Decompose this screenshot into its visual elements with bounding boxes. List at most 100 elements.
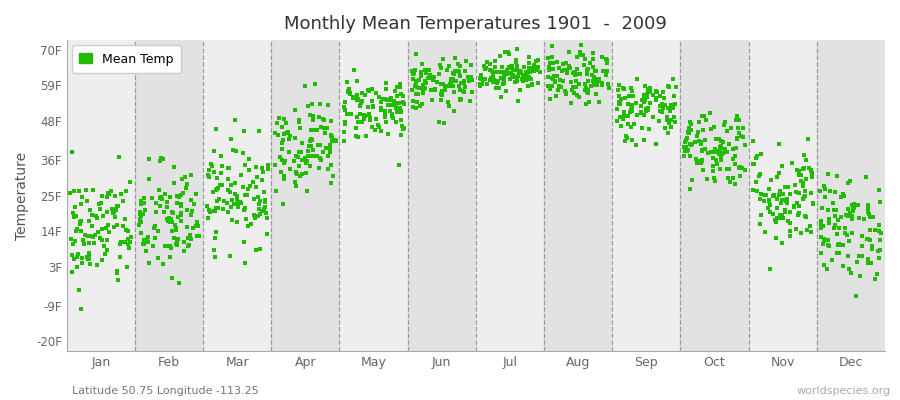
Point	[577, 62, 591, 68]
Point	[246, 179, 260, 186]
Point	[680, 146, 695, 153]
Point	[580, 89, 594, 96]
Point	[724, 124, 739, 131]
Point	[65, 148, 79, 155]
Point	[210, 175, 224, 182]
Point	[560, 70, 574, 76]
Point	[76, 241, 91, 248]
Point	[359, 132, 374, 139]
Point	[381, 102, 395, 109]
Point	[525, 82, 539, 88]
Point	[828, 188, 842, 195]
Point	[510, 97, 525, 104]
Point	[304, 136, 319, 142]
Point	[382, 108, 397, 114]
Point	[590, 82, 605, 88]
Point	[509, 75, 524, 81]
Point	[438, 87, 453, 93]
Point	[640, 87, 654, 94]
Point	[805, 169, 819, 176]
Point	[301, 148, 315, 154]
Point	[181, 235, 195, 241]
Point	[574, 42, 589, 48]
Point	[791, 212, 806, 218]
Point	[701, 150, 716, 156]
Point	[733, 173, 747, 180]
Point	[174, 201, 188, 208]
Point	[230, 196, 245, 202]
Point	[562, 49, 576, 56]
Point	[176, 238, 191, 245]
Point	[868, 227, 882, 233]
Point	[261, 166, 275, 172]
Point	[364, 98, 379, 104]
Point	[372, 124, 386, 130]
Point	[666, 76, 680, 82]
Point	[688, 155, 703, 162]
Point	[323, 145, 338, 151]
Point	[505, 72, 519, 78]
Point	[840, 231, 854, 238]
Point	[759, 192, 773, 199]
Point	[132, 211, 147, 218]
Point	[640, 91, 654, 97]
Point	[818, 186, 832, 192]
Point	[241, 156, 256, 162]
Point	[695, 148, 709, 154]
Point	[485, 67, 500, 74]
Point	[794, 230, 808, 236]
Point	[233, 172, 248, 179]
Point	[736, 125, 751, 132]
Point	[358, 92, 373, 98]
Point	[652, 103, 667, 109]
Point	[832, 250, 846, 256]
Point	[70, 251, 85, 257]
Point	[415, 61, 429, 68]
Point	[392, 84, 407, 90]
Point	[505, 63, 519, 70]
Bar	[680, 40, 749, 351]
Point	[610, 106, 625, 112]
Point	[580, 90, 595, 97]
Point	[253, 211, 267, 217]
Point	[165, 219, 179, 225]
Point	[416, 90, 430, 96]
Point	[416, 86, 430, 92]
Point	[544, 43, 559, 49]
Point	[473, 76, 488, 82]
Point	[726, 175, 741, 181]
Point	[452, 69, 466, 75]
Point	[166, 210, 181, 216]
Point	[629, 100, 643, 106]
Point	[464, 61, 478, 68]
Point	[123, 234, 138, 240]
Point	[288, 106, 302, 113]
Point	[843, 178, 858, 184]
Point	[506, 66, 520, 73]
Point	[220, 200, 234, 206]
Point	[384, 94, 399, 101]
Point	[729, 144, 743, 151]
Point	[433, 62, 447, 68]
Point	[655, 103, 670, 109]
Point	[662, 108, 677, 114]
Point	[323, 144, 338, 150]
Point	[111, 277, 125, 283]
Point	[479, 65, 493, 71]
Point	[414, 69, 428, 75]
Point	[610, 106, 625, 112]
Point	[277, 176, 292, 182]
Point	[302, 143, 317, 149]
Point	[164, 244, 178, 251]
Point	[182, 242, 196, 249]
Point	[588, 68, 602, 74]
Point	[731, 125, 745, 131]
Point	[242, 183, 256, 190]
Point	[111, 202, 125, 209]
Point	[414, 73, 428, 79]
Point	[543, 60, 557, 66]
Point	[325, 138, 339, 144]
Point	[622, 92, 636, 99]
Point	[175, 175, 189, 182]
Point	[434, 91, 448, 97]
